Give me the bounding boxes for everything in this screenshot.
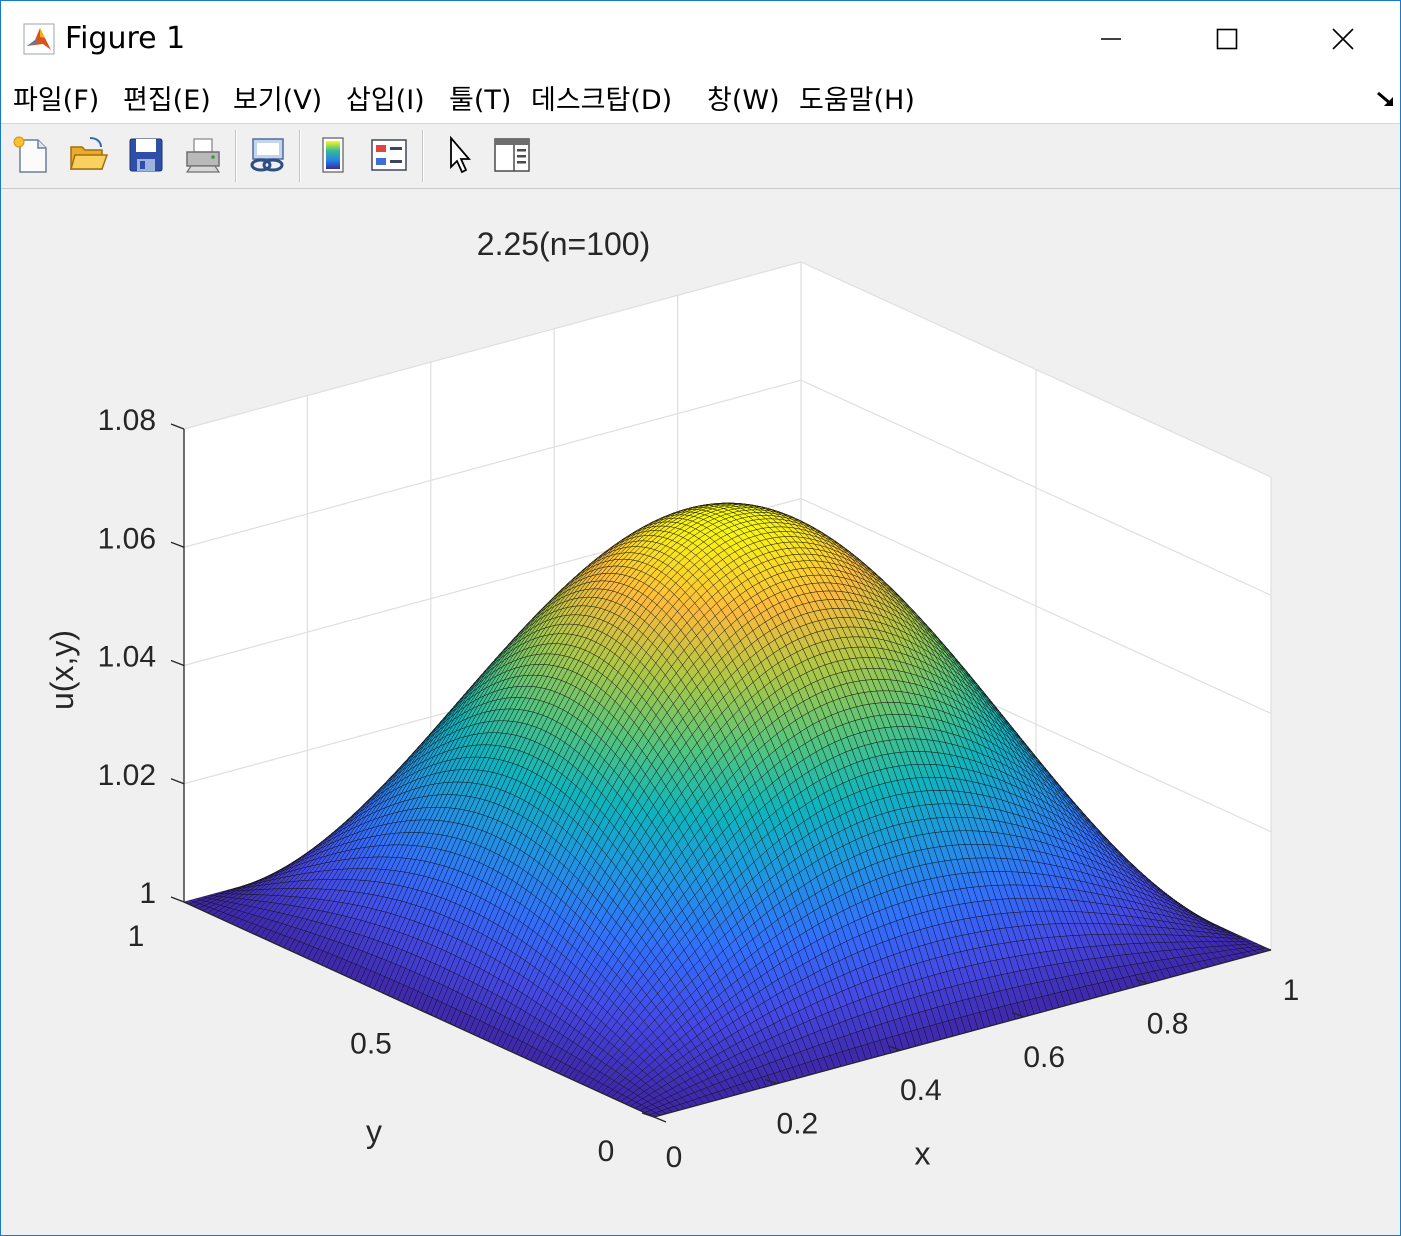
- close-icon: [1332, 28, 1354, 50]
- menu-edit[interactable]: 편집(E): [123, 85, 211, 116]
- edit-plot-icon: [450, 135, 471, 174]
- property-inspector-button[interactable]: [489, 132, 535, 178]
- link-plot-icon: [250, 138, 284, 172]
- menu-desktop[interactable]: 데스크탑(D): [531, 85, 673, 116]
- save-button[interactable]: [123, 132, 169, 178]
- maximize-icon: [1216, 28, 1238, 50]
- open-file-button[interactable]: [65, 132, 111, 178]
- open-file-icon: [70, 137, 108, 170]
- dock-arrow-icon[interactable]: [1375, 89, 1397, 111]
- menu-bar: 파일(F) 편집(E) 보기(V) 삽입(I) 툴(T) 데스크탑(D) 창(W…: [1, 77, 1400, 123]
- figure-toolbar: [1, 123, 1400, 189]
- close-button[interactable]: [1285, 1, 1400, 77]
- new-figure-icon: [13, 136, 47, 173]
- grid-line: [183, 379, 802, 548]
- maximize-button[interactable]: [1169, 1, 1285, 77]
- menu-tools[interactable]: 툴(T): [449, 85, 512, 116]
- insert-legend-button[interactable]: [366, 132, 412, 178]
- print-icon: [185, 138, 221, 173]
- grid-line: [183, 261, 802, 430]
- menu-view[interactable]: 보기(V): [233, 85, 323, 116]
- matlab-icon: [23, 23, 55, 55]
- figure-canvas[interactable]: 0 0.2 0.4 0.6 0.8 1 0 0.5 1 1 1.02 1.04 1.06 1.08 x y u(…: [1, 188, 1400, 1235]
- minimize-icon: [1101, 38, 1121, 40]
- title-bar[interactable]: Figure 1: [1, 1, 1400, 77]
- grid-line: [800, 261, 1272, 478]
- colorbar-icon: [322, 137, 344, 173]
- toolbar-separator: [422, 130, 423, 182]
- new-figure-button[interactable]: [9, 132, 55, 178]
- print-button[interactable]: [180, 132, 226, 178]
- link-plot-button[interactable]: [244, 132, 290, 178]
- menu-file[interactable]: 파일(F): [13, 85, 100, 116]
- menu-help[interactable]: 도움말(H): [799, 85, 915, 116]
- menu-window[interactable]: 창(W): [707, 85, 780, 116]
- insert-colorbar-button[interactable]: [310, 132, 356, 178]
- toolbar-separator: [299, 130, 300, 182]
- window-title: Figure 1: [65, 21, 186, 56]
- menu-insert[interactable]: 삽입(I): [346, 85, 425, 116]
- save-icon: [129, 138, 163, 172]
- legend-icon: [371, 139, 407, 171]
- property-inspector-icon: [494, 138, 530, 172]
- surface-plot[interactable]: 00.20.40.60.8100.5111.021.041.061.08xyu(…: [1, 188, 1400, 1235]
- minimize-button[interactable]: [1053, 1, 1169, 77]
- edit-plot-button[interactable]: [435, 132, 481, 178]
- toolbar-separator: [235, 130, 236, 182]
- grid-line: [800, 379, 1272, 596]
- grid-line: [800, 497, 1272, 715]
